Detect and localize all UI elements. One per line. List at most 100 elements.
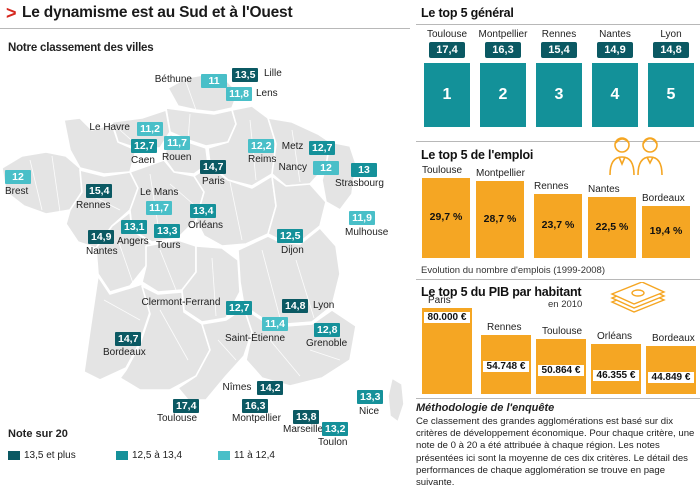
legend-swatch-light [218, 450, 230, 460]
emploi-bar [534, 194, 582, 258]
pib-bar [591, 344, 641, 394]
city-label: Nancy [278, 162, 307, 173]
general-city-label: Toulouse [426, 29, 468, 40]
emploi-value: 28,7 % [483, 212, 517, 225]
city-label: Brest [5, 186, 29, 197]
city-toulon: 13,2 Toulon [318, 422, 349, 448]
emploi-city-label: Nantes [588, 184, 620, 195]
city-strasbourg: 13 Strasbourg [335, 163, 384, 189]
city-label: Nantes [86, 246, 118, 257]
france-regions-map [1, 73, 405, 423]
city-angers: 13,1 Angers [117, 220, 149, 247]
city-score: 13,4 [190, 204, 217, 218]
pib-note: en 2010 [548, 299, 583, 310]
city-score: 12,8 [314, 323, 341, 337]
city-lille: 13,5 Lille [232, 68, 282, 82]
legend-swatch-mid [116, 450, 128, 460]
general-score-badge: 14,9 [597, 42, 633, 58]
city-label: Nice [359, 406, 380, 417]
map-subtitle: Notre classement des villes [8, 42, 154, 54]
general-rank-bar: 3 [536, 63, 582, 127]
france-map: Béthune 11 13,5 Lille 11,8 Lens Le Havre… [0, 60, 410, 448]
emploi-city-label: Toulouse [422, 165, 463, 176]
city-label: Metz [281, 141, 304, 152]
emploi-value: 23,7 % [541, 219, 575, 231]
emploi-bar [476, 181, 524, 258]
city-lens: 11,8 Lens [226, 87, 278, 101]
city-mulhouse: 11,9 Mulhouse [345, 211, 388, 238]
emploi-value: 19,4 % [649, 225, 683, 237]
pib-city-label: Toulouse [542, 326, 583, 337]
city-orleans: 13,4 Orléans [188, 204, 223, 231]
pib-value: 80.000 € [424, 312, 470, 323]
legend-item: 11 à 12,4 [218, 450, 275, 461]
legend-item: 12,5 à 13,4 [116, 450, 182, 461]
city-label: Grenoble [306, 338, 348, 349]
city-score: 14,9 [88, 230, 115, 244]
emploi-bar [642, 206, 690, 258]
city-score: 12,7 [226, 301, 253, 315]
pib-city-label: Orléans [597, 331, 633, 342]
city-nantes: 14,9 Nantes [86, 230, 118, 257]
pib-bar [646, 346, 696, 394]
general-score-badge: 15,4 [541, 42, 577, 58]
city-brest: 12 Brest [5, 170, 31, 197]
city-bethune: Béthune 11 [155, 74, 227, 88]
general-rank-bar: 2 [480, 63, 526, 127]
general-score-badge: 14,8 [653, 42, 689, 58]
city-score: 13,3 [357, 390, 384, 404]
city-label: Angers [117, 236, 149, 247]
people-icon [609, 137, 663, 176]
page-title: Le dynamisme est au Sud et à l'Ouest [22, 4, 293, 21]
city-montpellier: 16,3 Montpellier [232, 399, 281, 424]
city-score: 14,7 [115, 332, 142, 346]
city-label: Reims [248, 154, 277, 165]
city-caen: 12,7 Caen [131, 139, 158, 166]
emploi-value: 22,5 % [595, 220, 629, 233]
city-score: 13,3 [154, 224, 181, 238]
general-rank-bar: 1 [424, 63, 470, 127]
emploi-bar [588, 197, 636, 258]
top5-emploi-divider [416, 141, 700, 142]
city-score: 11,8 [226, 87, 252, 101]
city-saint-etienne: 11,4 Saint-Étienne [225, 317, 288, 344]
title-arrow-icon: > [6, 3, 17, 23]
city-label: Lens [256, 88, 278, 99]
city-score: 11,2 [137, 122, 163, 136]
legend-label: 12,5 à 13,4 [132, 450, 183, 461]
city-score: 11,7 [164, 136, 190, 150]
pib-city-label: Rennes [487, 322, 522, 333]
city-rennes: 15,4 Rennes [76, 184, 113, 211]
emploi-note: Evolution du nombre d'emplois (1999-2008… [421, 265, 606, 276]
city-score: 12,7 [131, 139, 158, 153]
city-label: Montpellier [232, 413, 281, 424]
city-score: 11 [201, 74, 227, 88]
legend-swatch-dark [8, 450, 20, 460]
legend-label: 13,5 et plus [24, 450, 76, 461]
city-score: 14,2 [257, 381, 284, 395]
city-score: 12,2 [248, 139, 275, 153]
city-score: 14,7 [200, 160, 227, 174]
city-paris: 14,7 Paris [200, 160, 227, 187]
city-rouen: 11,7 Rouen [162, 136, 191, 163]
city-label: Lille [264, 68, 282, 79]
banknotes-icon [610, 282, 666, 313]
city-lyon: 14,8 Lyon [282, 299, 334, 313]
city-label: Clermont-Ferrand [141, 297, 221, 308]
city-label: Nîmes [222, 382, 252, 393]
city-score: 16,3 [242, 399, 269, 413]
legend-item: 13,5 et plus [8, 450, 76, 461]
city-label: Saint-Étienne [225, 333, 286, 344]
legend-title: Note sur 20 [8, 428, 68, 440]
emploi-city-label: Montpellier [476, 168, 525, 179]
emploi-value: 29,7 % [429, 211, 463, 223]
top5-pib-title: Le top 5 du PIB par habitant [421, 285, 582, 299]
city-score: 13 [351, 163, 377, 177]
city-score: 12 [5, 170, 31, 184]
city-label: Le Havre [89, 122, 130, 133]
top5-emploi-title: Le top 5 de l'emploi [421, 148, 534, 162]
city-label: Rouen [162, 152, 192, 163]
city-label: Dijon [281, 245, 304, 256]
general-city-label: Montpellier [478, 29, 528, 40]
city-label: Toulon [318, 437, 348, 448]
